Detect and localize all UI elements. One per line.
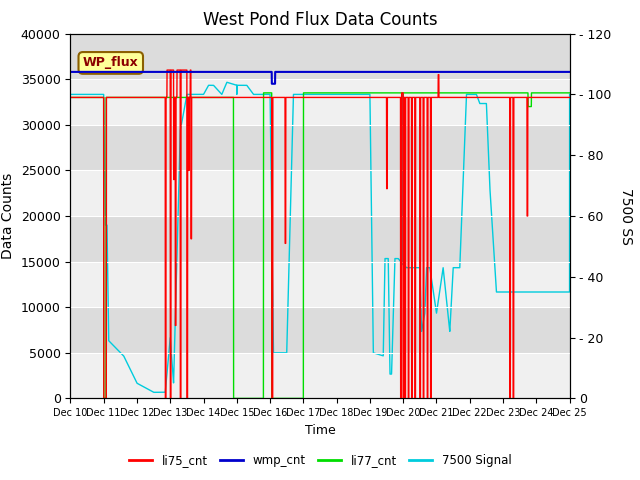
Text: WP_flux: WP_flux: [83, 57, 139, 70]
wmp_cnt: [540, 69, 547, 75]
wmp_cnt: [87, 69, 95, 75]
wmp_cnt: [97, 69, 104, 75]
Y-axis label: 7500 SS: 7500 SS: [618, 188, 632, 244]
li75_cnt: [69, 95, 77, 100]
li75_cnt: [310, 95, 318, 100]
7500 Signal: [97, 92, 104, 97]
Line: wmp_cnt: wmp_cnt: [70, 72, 570, 84]
li75_cnt: [540, 95, 547, 100]
7500 Signal: [223, 79, 230, 85]
Bar: [70, 34, 570, 79]
7500 Signal: [164, 356, 172, 362]
Line: li75_cnt: li75_cnt: [70, 70, 570, 398]
7500 Signal: [540, 289, 547, 295]
7500 Signal: [310, 92, 318, 97]
Bar: [70, 307, 570, 353]
wmp_cnt: [566, 69, 573, 75]
Bar: [70, 216, 570, 262]
wmp_cnt: [268, 81, 276, 86]
li75_cnt: [97, 95, 104, 100]
li77_cnt: [100, 396, 108, 401]
7500 Signal: [69, 92, 77, 97]
7500 Signal: [150, 389, 157, 395]
wmp_cnt: [310, 69, 318, 75]
li75_cnt: [67, 95, 74, 100]
li77_cnt: [67, 95, 74, 100]
wmp_cnt: [164, 69, 172, 75]
Line: 7500 Signal: 7500 Signal: [70, 82, 570, 392]
X-axis label: Time: Time: [305, 424, 335, 437]
wmp_cnt: [69, 69, 77, 75]
Legend: li75_cnt, wmp_cnt, li77_cnt, 7500 Signal: li75_cnt, wmp_cnt, li77_cnt, 7500 Signal: [124, 449, 516, 472]
Bar: [70, 79, 570, 125]
li77_cnt: [310, 90, 318, 96]
Bar: [70, 125, 570, 170]
li77_cnt: [540, 90, 547, 96]
li77_cnt: [566, 90, 573, 96]
7500 Signal: [566, 92, 573, 97]
Bar: [70, 170, 570, 216]
li75_cnt: [566, 95, 573, 100]
7500 Signal: [67, 92, 74, 97]
li77_cnt: [260, 90, 268, 96]
Y-axis label: Data Counts: Data Counts: [1, 173, 15, 259]
Bar: [70, 353, 570, 398]
li77_cnt: [97, 95, 104, 100]
li75_cnt: [87, 95, 95, 100]
Line: li77_cnt: li77_cnt: [70, 93, 570, 398]
Bar: [70, 262, 570, 307]
li75_cnt: [100, 396, 108, 401]
Title: West Pond Flux Data Counts: West Pond Flux Data Counts: [203, 11, 437, 29]
li75_cnt: [163, 67, 171, 73]
li77_cnt: [164, 95, 172, 100]
wmp_cnt: [67, 69, 74, 75]
li77_cnt: [87, 95, 95, 100]
li75_cnt: [164, 67, 172, 73]
li77_cnt: [69, 95, 77, 100]
7500 Signal: [87, 92, 95, 97]
